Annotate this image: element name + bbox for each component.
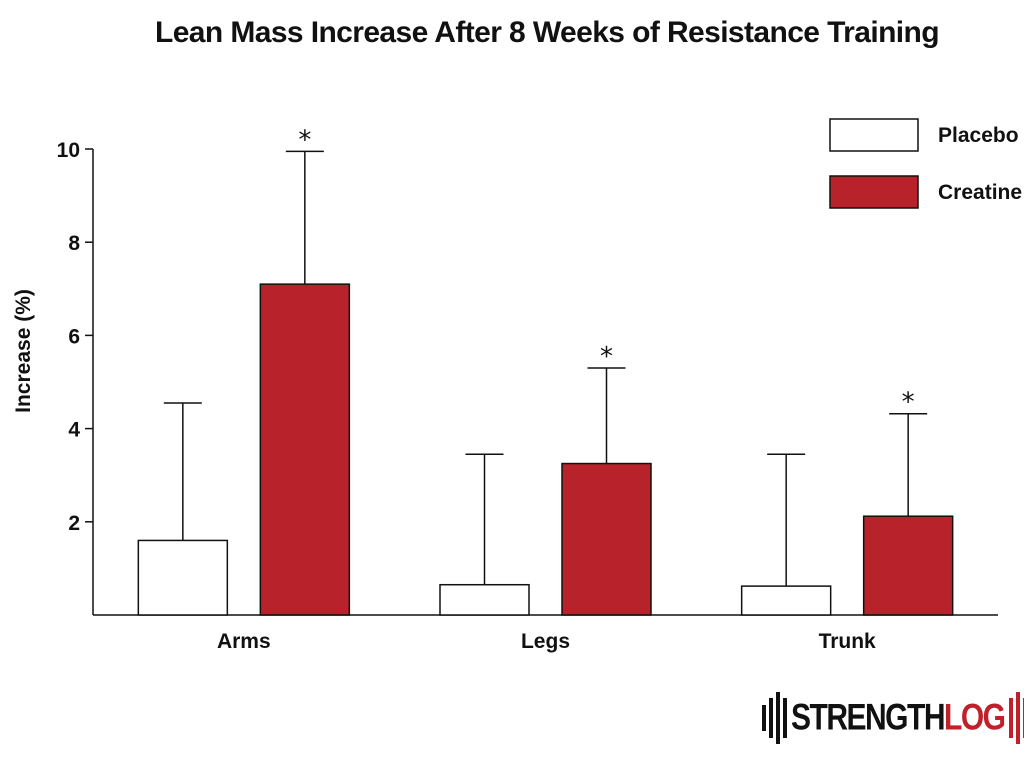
logo-text: STRENGTHLOG xyxy=(791,696,1006,738)
legend: Placebo Creatine xyxy=(829,118,1022,209)
bar-creatine-arms xyxy=(259,283,351,616)
legend-label-creatine: Creatine xyxy=(938,181,1022,204)
x-axis: Arms Legs Trunk xyxy=(93,614,998,653)
bar-placebo-legs xyxy=(439,583,530,616)
y-tick-label: 2 xyxy=(68,512,80,535)
y-tick-label: 4 xyxy=(68,419,80,442)
logo-log: LOG xyxy=(944,696,1006,738)
y-tick-label: 8 xyxy=(68,232,80,255)
x-category-label: Legs xyxy=(521,630,570,653)
legend-swatch-creatine xyxy=(829,175,919,209)
y-tick-label: 10 xyxy=(57,139,80,162)
bar-placebo-trunk xyxy=(740,585,832,616)
strengthlog-logo: STRENGTHLOG xyxy=(762,688,1024,748)
x-category-label: Trunk xyxy=(819,630,876,653)
significance-marker: * xyxy=(298,125,311,155)
significance-marker: * xyxy=(902,388,915,418)
x-category-label: Arms xyxy=(217,630,271,653)
logo-strength: STRENGTH xyxy=(791,696,946,738)
y-tick-label: 6 xyxy=(68,325,80,348)
bar-creatine-legs xyxy=(561,462,652,616)
logo-bars-left xyxy=(762,688,787,748)
bar-creatine-trunk xyxy=(862,515,954,616)
significance-marker: * xyxy=(600,342,613,372)
logo-bars-right xyxy=(1008,688,1024,748)
legend-swatch-placebo xyxy=(829,118,919,152)
bars-group: * * * xyxy=(137,125,954,616)
legend-label-placebo: Placebo xyxy=(938,124,1019,147)
y-axis: 2 4 6 8 10 xyxy=(57,139,94,615)
bar-placebo-arms xyxy=(137,539,229,616)
chart-title: Lean Mass Increase After 8 Weeks of Resi… xyxy=(155,16,939,49)
y-axis-title: Increase (%) xyxy=(12,289,35,413)
